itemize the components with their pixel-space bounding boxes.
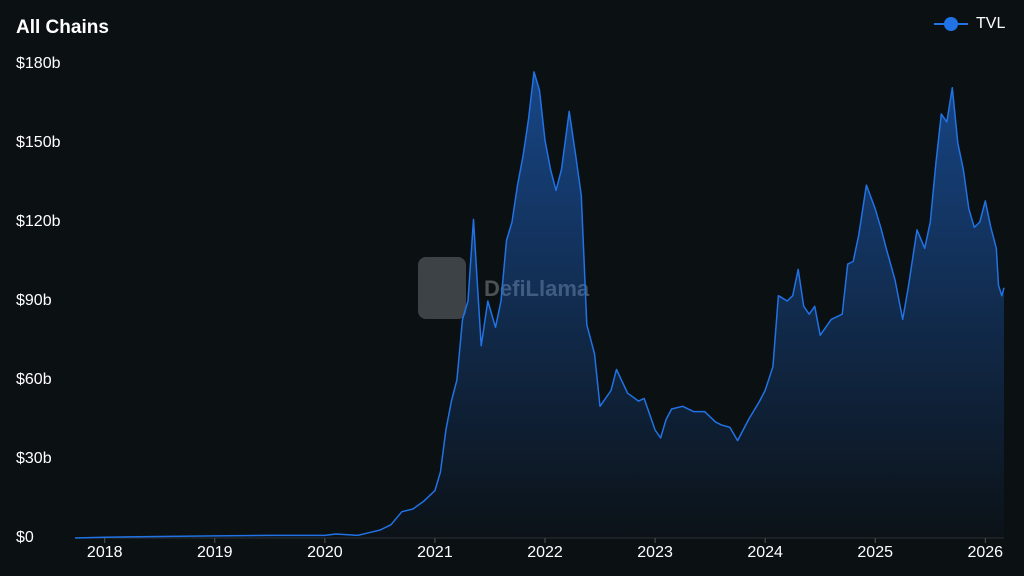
area — [75, 71, 1004, 539]
x-tick-label: 2023 — [637, 544, 673, 561]
line — [74, 71, 1005, 539]
legend-marker — [944, 17, 958, 31]
legend-label: TVL — [976, 15, 1005, 32]
chart-title: All Chains — [16, 17, 109, 38]
x-tick-label: 2025 — [857, 544, 893, 561]
y-tick-label: $150b — [16, 134, 61, 151]
x-tick-label: 2022 — [527, 544, 563, 561]
y-tick-label: $120b — [16, 213, 61, 230]
watermark-icon — [418, 257, 466, 319]
x-tick-label: 2021 — [417, 544, 453, 561]
x-tick-label: 2018 — [87, 544, 123, 561]
y-tick-label: $30b — [16, 450, 52, 467]
x-tick-label: 2024 — [747, 544, 783, 561]
y-tick-label: $90b — [16, 292, 52, 309]
y-tick-label: $0 — [16, 529, 34, 546]
y-tick-label: $180b — [16, 55, 61, 72]
x-tick-label: 2019 — [197, 544, 233, 561]
x-tick-label: 2026 — [967, 544, 1003, 561]
x-tick-label: 2020 — [307, 544, 343, 561]
y-tick-label: $60b — [16, 371, 52, 388]
